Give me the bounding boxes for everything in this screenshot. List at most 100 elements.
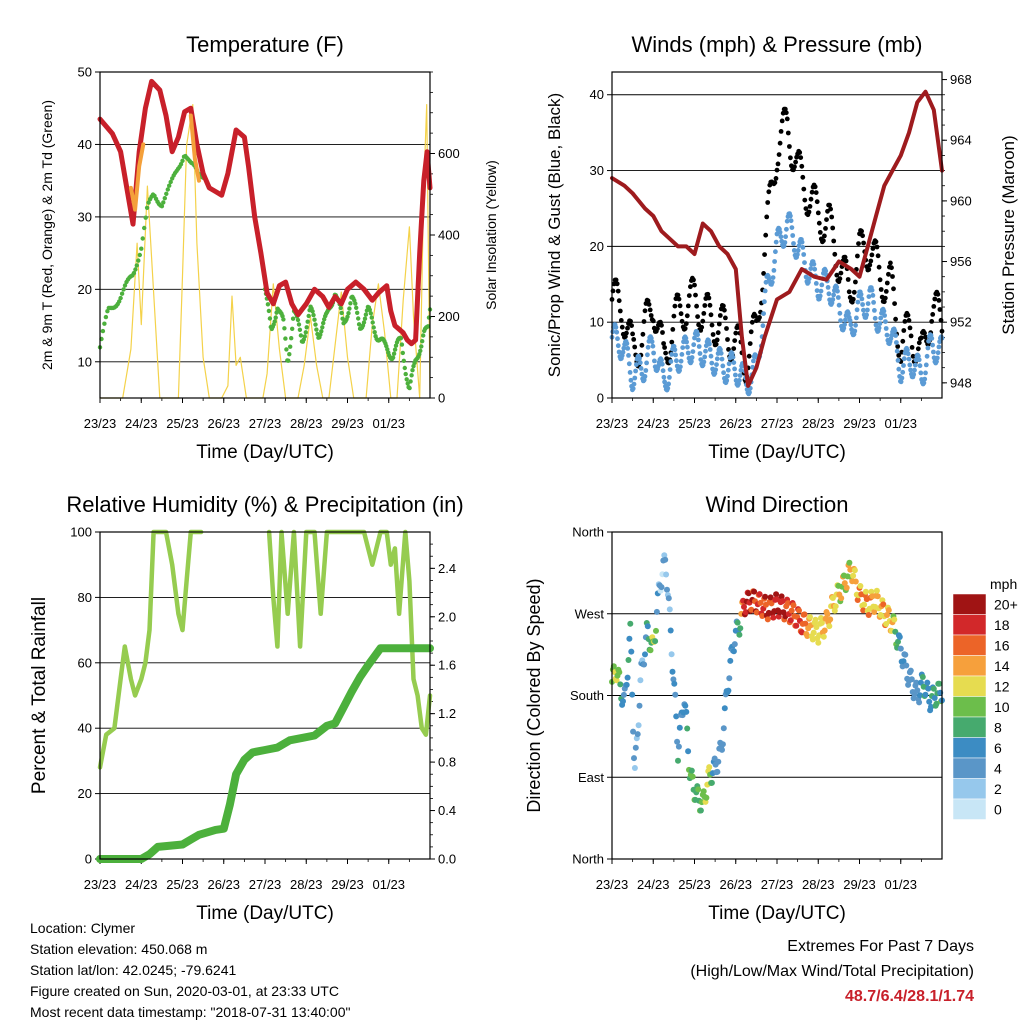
direction-point bbox=[930, 685, 937, 692]
gust-point bbox=[688, 284, 693, 290]
legend-label: 14 bbox=[994, 658, 1010, 674]
dewpoint-point bbox=[362, 316, 368, 321]
dewpoint-point bbox=[310, 309, 315, 314]
x-tick-label: 26/23 bbox=[207, 416, 240, 431]
gust-point bbox=[783, 110, 789, 116]
wind-point bbox=[684, 339, 689, 345]
direction-point bbox=[734, 619, 741, 626]
wind-point bbox=[916, 353, 921, 359]
dewpoint-point bbox=[321, 320, 326, 326]
wind-point bbox=[613, 324, 619, 330]
wind-point bbox=[721, 370, 726, 376]
gust-point bbox=[837, 276, 843, 282]
gust-point bbox=[766, 189, 772, 195]
dewpoint-point bbox=[266, 308, 272, 314]
dewpoint-point bbox=[167, 183, 172, 188]
direction-point bbox=[936, 680, 943, 687]
gust-point bbox=[647, 307, 653, 313]
gust-point bbox=[875, 253, 881, 259]
gust-point bbox=[935, 291, 941, 297]
gust-point bbox=[686, 293, 692, 298]
wind-point bbox=[649, 339, 655, 345]
wind-point bbox=[860, 302, 865, 307]
gust-point bbox=[713, 341, 719, 347]
direction-point bbox=[891, 616, 898, 623]
wind-point bbox=[772, 259, 777, 264]
legend-label: 20+ bbox=[994, 596, 1018, 612]
gust-point bbox=[797, 150, 803, 155]
direction-point bbox=[785, 600, 791, 607]
x-tick-label: 29/23 bbox=[331, 416, 364, 431]
wind-point bbox=[697, 351, 703, 356]
gust-point bbox=[648, 313, 654, 318]
wind-point bbox=[714, 356, 720, 362]
gust-point bbox=[892, 301, 897, 306]
dewpoint-point bbox=[289, 336, 294, 341]
wind-point bbox=[813, 281, 819, 286]
wind-point bbox=[616, 349, 622, 355]
extremes-box: Extremes For Past 7 Days (High/Low/Max W… bbox=[690, 934, 974, 1009]
y-tick-label: North bbox=[572, 852, 604, 867]
dewpoint-point bbox=[348, 301, 353, 306]
wind-point bbox=[900, 369, 906, 375]
gust-point bbox=[700, 318, 706, 324]
x-tick-label: 01/23 bbox=[372, 416, 405, 431]
wind-point bbox=[865, 301, 871, 306]
dewpoint-point bbox=[355, 310, 360, 315]
direction-point bbox=[620, 691, 627, 698]
x-tick-label: 23/23 bbox=[84, 416, 117, 431]
dewpoint-point bbox=[338, 305, 343, 311]
legend-swatch bbox=[952, 593, 987, 615]
wind-point bbox=[771, 268, 777, 273]
y2-tick-label: 956 bbox=[950, 254, 972, 269]
gust-point bbox=[749, 319, 755, 325]
wind-point bbox=[725, 373, 730, 379]
y-tick-label: 100 bbox=[70, 525, 92, 540]
direction-point bbox=[928, 703, 934, 710]
dewpoint-point bbox=[306, 313, 311, 319]
dewpoint-point bbox=[119, 291, 125, 296]
wind-point bbox=[935, 350, 941, 356]
y2-tick-label: 0.8 bbox=[438, 755, 456, 770]
direction-point bbox=[727, 657, 734, 664]
direction-point bbox=[730, 648, 737, 655]
gust-point bbox=[685, 303, 691, 309]
dewpoint-point bbox=[180, 158, 185, 163]
direction-point bbox=[631, 755, 637, 762]
gust-point bbox=[806, 209, 812, 215]
dewpoint-point bbox=[165, 187, 170, 192]
gust-point bbox=[772, 180, 778, 186]
x-tick-label: 26/23 bbox=[719, 416, 752, 431]
gust-point bbox=[889, 265, 894, 271]
wind-point bbox=[625, 346, 631, 351]
wind-point bbox=[696, 337, 701, 343]
wind-point bbox=[795, 248, 801, 253]
direction-point bbox=[762, 593, 769, 600]
wind-point bbox=[830, 297, 836, 302]
gust-point bbox=[773, 176, 779, 181]
wind-point bbox=[846, 311, 851, 316]
wind-point bbox=[808, 266, 814, 271]
wind-point bbox=[823, 268, 829, 274]
wind-point bbox=[869, 287, 875, 293]
x-tick-label: 29/23 bbox=[843, 877, 876, 892]
humidity-precip-panel: 0 20 40 60 80 100 0.0 0.4 0.8 1.2 1.6 2.0 2.4 23/23 24… bbox=[29, 492, 464, 924]
wind-point bbox=[934, 359, 939, 364]
precip-line bbox=[96, 644, 434, 863]
wind-point bbox=[806, 276, 812, 282]
legend-label: 8 bbox=[994, 719, 1002, 735]
gust-point bbox=[851, 289, 857, 295]
gust-point bbox=[779, 118, 785, 124]
direction-point bbox=[759, 613, 766, 619]
gust-point bbox=[747, 341, 753, 346]
gust-point bbox=[807, 204, 813, 209]
dewpoint-point bbox=[146, 200, 151, 205]
gust-point bbox=[861, 240, 866, 246]
wind-point bbox=[738, 367, 744, 373]
wind-point bbox=[937, 339, 942, 345]
gust-point bbox=[678, 311, 684, 317]
wind-point bbox=[791, 248, 797, 253]
dewpoint-point bbox=[297, 327, 303, 332]
direction-point bbox=[748, 606, 755, 613]
direction-point bbox=[629, 691, 636, 698]
